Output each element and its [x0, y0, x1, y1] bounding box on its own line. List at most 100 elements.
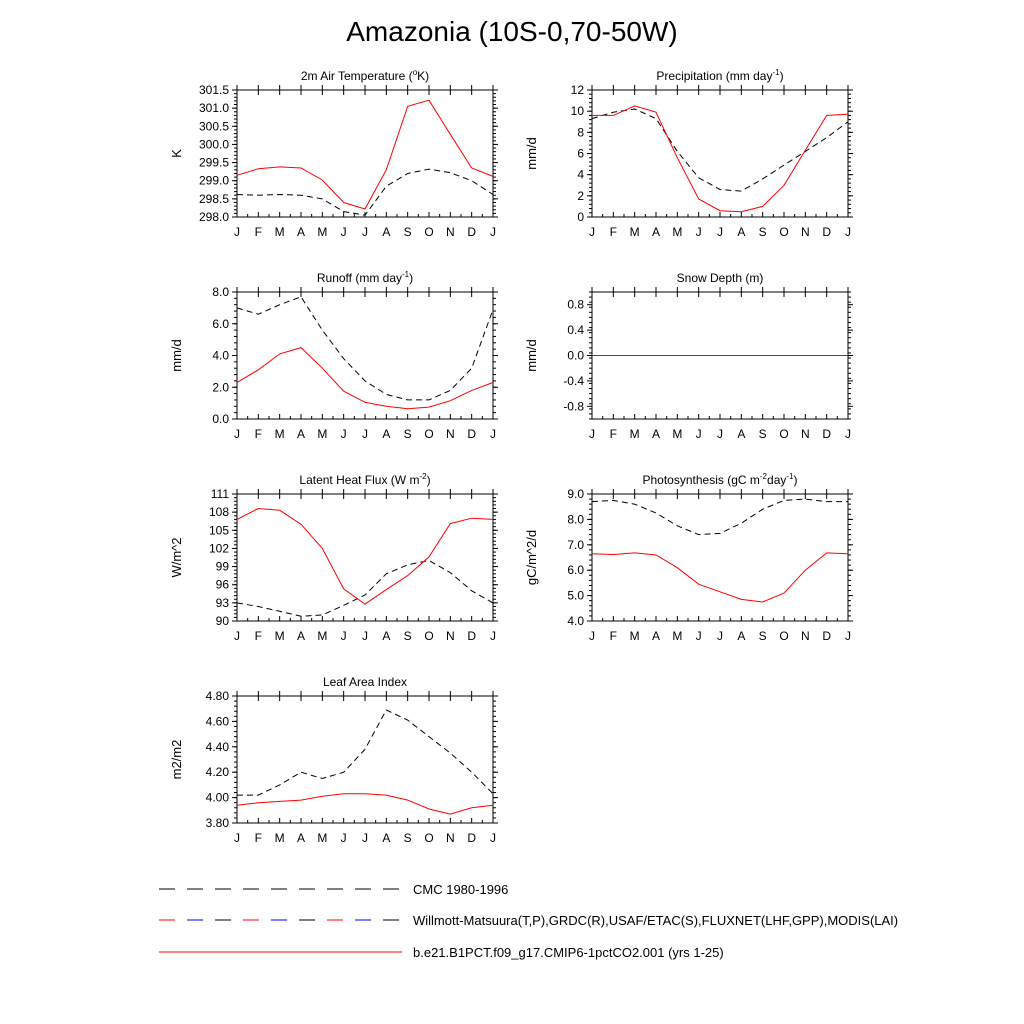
- x-tick-label: J: [589, 427, 595, 441]
- series-line-obs: [236, 296, 494, 401]
- series-line-model: [592, 105, 849, 213]
- legend-label: CMC 1980-1996: [413, 882, 508, 897]
- y-tick-label: 4.60: [206, 714, 230, 728]
- y-tick-label: 298.5: [199, 192, 229, 206]
- x-tick-label: F: [610, 225, 617, 239]
- y-tick-label: 6.0: [212, 317, 229, 331]
- x-tick-label: D: [822, 629, 831, 643]
- x-tick-label: J: [490, 831, 496, 845]
- y-tick-label: 7.0: [567, 538, 584, 552]
- legend: CMC 1980-1996 Willmott-Matsuura(T,P),GRDC…: [159, 882, 898, 960]
- x-tick-label: M: [630, 427, 640, 441]
- y-tick-label: 4.80: [206, 689, 230, 703]
- y-tick-label: 93: [216, 596, 230, 610]
- panel-title: Leaf Area Index: [323, 675, 407, 689]
- x-tick-label: J: [696, 629, 702, 643]
- y-tick-label: 90: [216, 614, 230, 628]
- y-tick-label: -0.4: [563, 374, 584, 388]
- y-tick-label: 2.0: [212, 380, 229, 394]
- x-tick-label: J: [717, 427, 723, 441]
- x-tick-label: D: [467, 629, 476, 643]
- x-tick-label: S: [759, 427, 767, 441]
- y-tick-label: 2: [577, 189, 584, 203]
- x-tick-label: S: [404, 427, 412, 441]
- x-tick-label: J: [717, 629, 723, 643]
- x-tick-label: J: [490, 629, 496, 643]
- y-tick-label: 102: [209, 541, 229, 555]
- y-tick-label: 0.0: [567, 349, 584, 363]
- y-axis-label: W/m^2: [169, 537, 184, 577]
- series-line-model: [236, 507, 494, 605]
- x-tick-label: A: [737, 629, 745, 643]
- y-tick-label: -0.8: [563, 399, 584, 413]
- legend-item-2: Willmott-Matsuura(T,P),GRDC(R),USAF/ETAC…: [159, 913, 898, 928]
- x-tick-label: S: [759, 225, 767, 239]
- y-tick-label: 8.0: [212, 285, 229, 299]
- x-tick-label: J: [362, 831, 368, 845]
- x-tick-label: S: [404, 629, 412, 643]
- y-axis-label: mm/d: [524, 137, 539, 170]
- y-tick-label: 301.5: [199, 83, 229, 97]
- x-tick-label: J: [696, 225, 702, 239]
- x-tick-label: O: [424, 831, 433, 845]
- y-tick-label: 0: [577, 210, 584, 224]
- x-tick-label: N: [446, 831, 455, 845]
- y-tick-label: 4: [577, 168, 584, 182]
- y-tick-label: 0.8: [567, 298, 584, 312]
- x-tick-label: J: [696, 427, 702, 441]
- x-tick-label: F: [255, 225, 262, 239]
- y-tick-label: 108: [209, 505, 229, 519]
- x-tick-label: J: [845, 427, 851, 441]
- x-tick-label: O: [424, 427, 433, 441]
- x-tick-label: J: [341, 831, 347, 845]
- x-tick-label: A: [382, 427, 390, 441]
- x-tick-label: J: [341, 427, 347, 441]
- series-line-model: [591, 552, 849, 603]
- y-tick-label: 298.0: [199, 210, 229, 224]
- x-tick-label: A: [382, 629, 390, 643]
- legend-label: b.e21.B1PCT.f09_g17.CMIP6-1pctCO2.001 (y…: [413, 945, 724, 960]
- x-tick-label: A: [297, 427, 305, 441]
- y-tick-label: 6.0: [567, 563, 584, 577]
- panel-title: Runoff (mm day-1): [317, 270, 413, 285]
- x-tick-label: D: [467, 225, 476, 239]
- x-tick-label: J: [234, 427, 240, 441]
- x-tick-label: M: [672, 427, 682, 441]
- y-tick-label: 4.0: [567, 614, 584, 628]
- x-tick-label: N: [801, 225, 810, 239]
- x-tick-label: N: [446, 629, 455, 643]
- y-axis-label: K: [169, 149, 184, 158]
- y-tick-label: 4.0: [212, 349, 229, 363]
- x-tick-label: M: [630, 225, 640, 239]
- y-tick-label: 4.40: [206, 740, 230, 754]
- x-tick-label: M: [672, 629, 682, 643]
- panel-title: Latent Heat Flux (W m-2): [299, 472, 430, 487]
- y-tick-label: 8.0: [567, 512, 584, 526]
- y-tick-label: 5.0: [567, 589, 584, 603]
- x-tick-label: J: [589, 225, 595, 239]
- series-line-model: [236, 793, 494, 815]
- x-tick-label: J: [490, 427, 496, 441]
- panel-title: Precipitation (mm day-1): [656, 68, 783, 83]
- x-tick-label: A: [737, 427, 745, 441]
- panel-2: J F M A M J J A S O N D J024681012mm/dPrecipitation …: [524, 68, 853, 239]
- plot-frame: [236, 89, 494, 218]
- x-tick-label: J: [589, 629, 595, 643]
- y-tick-label: 0.0: [212, 412, 229, 426]
- x-tick-label: J: [234, 225, 240, 239]
- y-tick-label: 10: [571, 104, 585, 118]
- x-tick-label: M: [317, 831, 327, 845]
- legend-item-1: CMC 1980-1996: [159, 882, 508, 897]
- y-tick-label: 8: [577, 125, 584, 139]
- y-axis-label: mm/d: [524, 339, 539, 372]
- x-tick-label: D: [822, 427, 831, 441]
- x-tick-label: J: [362, 427, 368, 441]
- plot-frame: [591, 89, 849, 218]
- series-line-obs: [236, 168, 494, 216]
- x-tick-label: J: [845, 629, 851, 643]
- x-tick-label: M: [275, 427, 285, 441]
- x-tick-label: A: [297, 225, 305, 239]
- x-tick-label: J: [362, 225, 368, 239]
- x-tick-label: M: [672, 225, 682, 239]
